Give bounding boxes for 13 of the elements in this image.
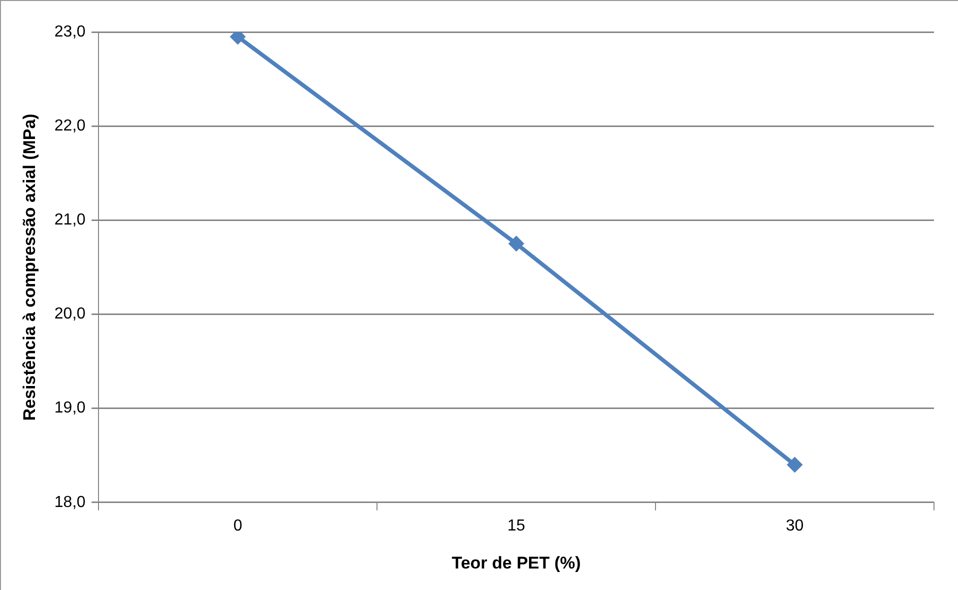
- point: [786, 456, 803, 473]
- x-tick-label: 30: [786, 517, 804, 534]
- y-tick-label: 22,0: [54, 117, 86, 134]
- y-tick-label: 18,0: [54, 494, 86, 511]
- x-tick-label: 0: [233, 517, 242, 534]
- x-tick-label: 15: [507, 517, 526, 534]
- point: [508, 236, 524, 252]
- y-tick-label: 20,0: [54, 306, 86, 323]
- y-tick-label: 23,0: [54, 23, 86, 40]
- y-tick-label: 19,0: [54, 400, 86, 417]
- y-tick-label: 21,0: [54, 212, 86, 229]
- y-axis-title: Resistência à compressão axial (MPa): [20, 114, 39, 421]
- x-axis-title: Teor de PET (%): [452, 553, 581, 572]
